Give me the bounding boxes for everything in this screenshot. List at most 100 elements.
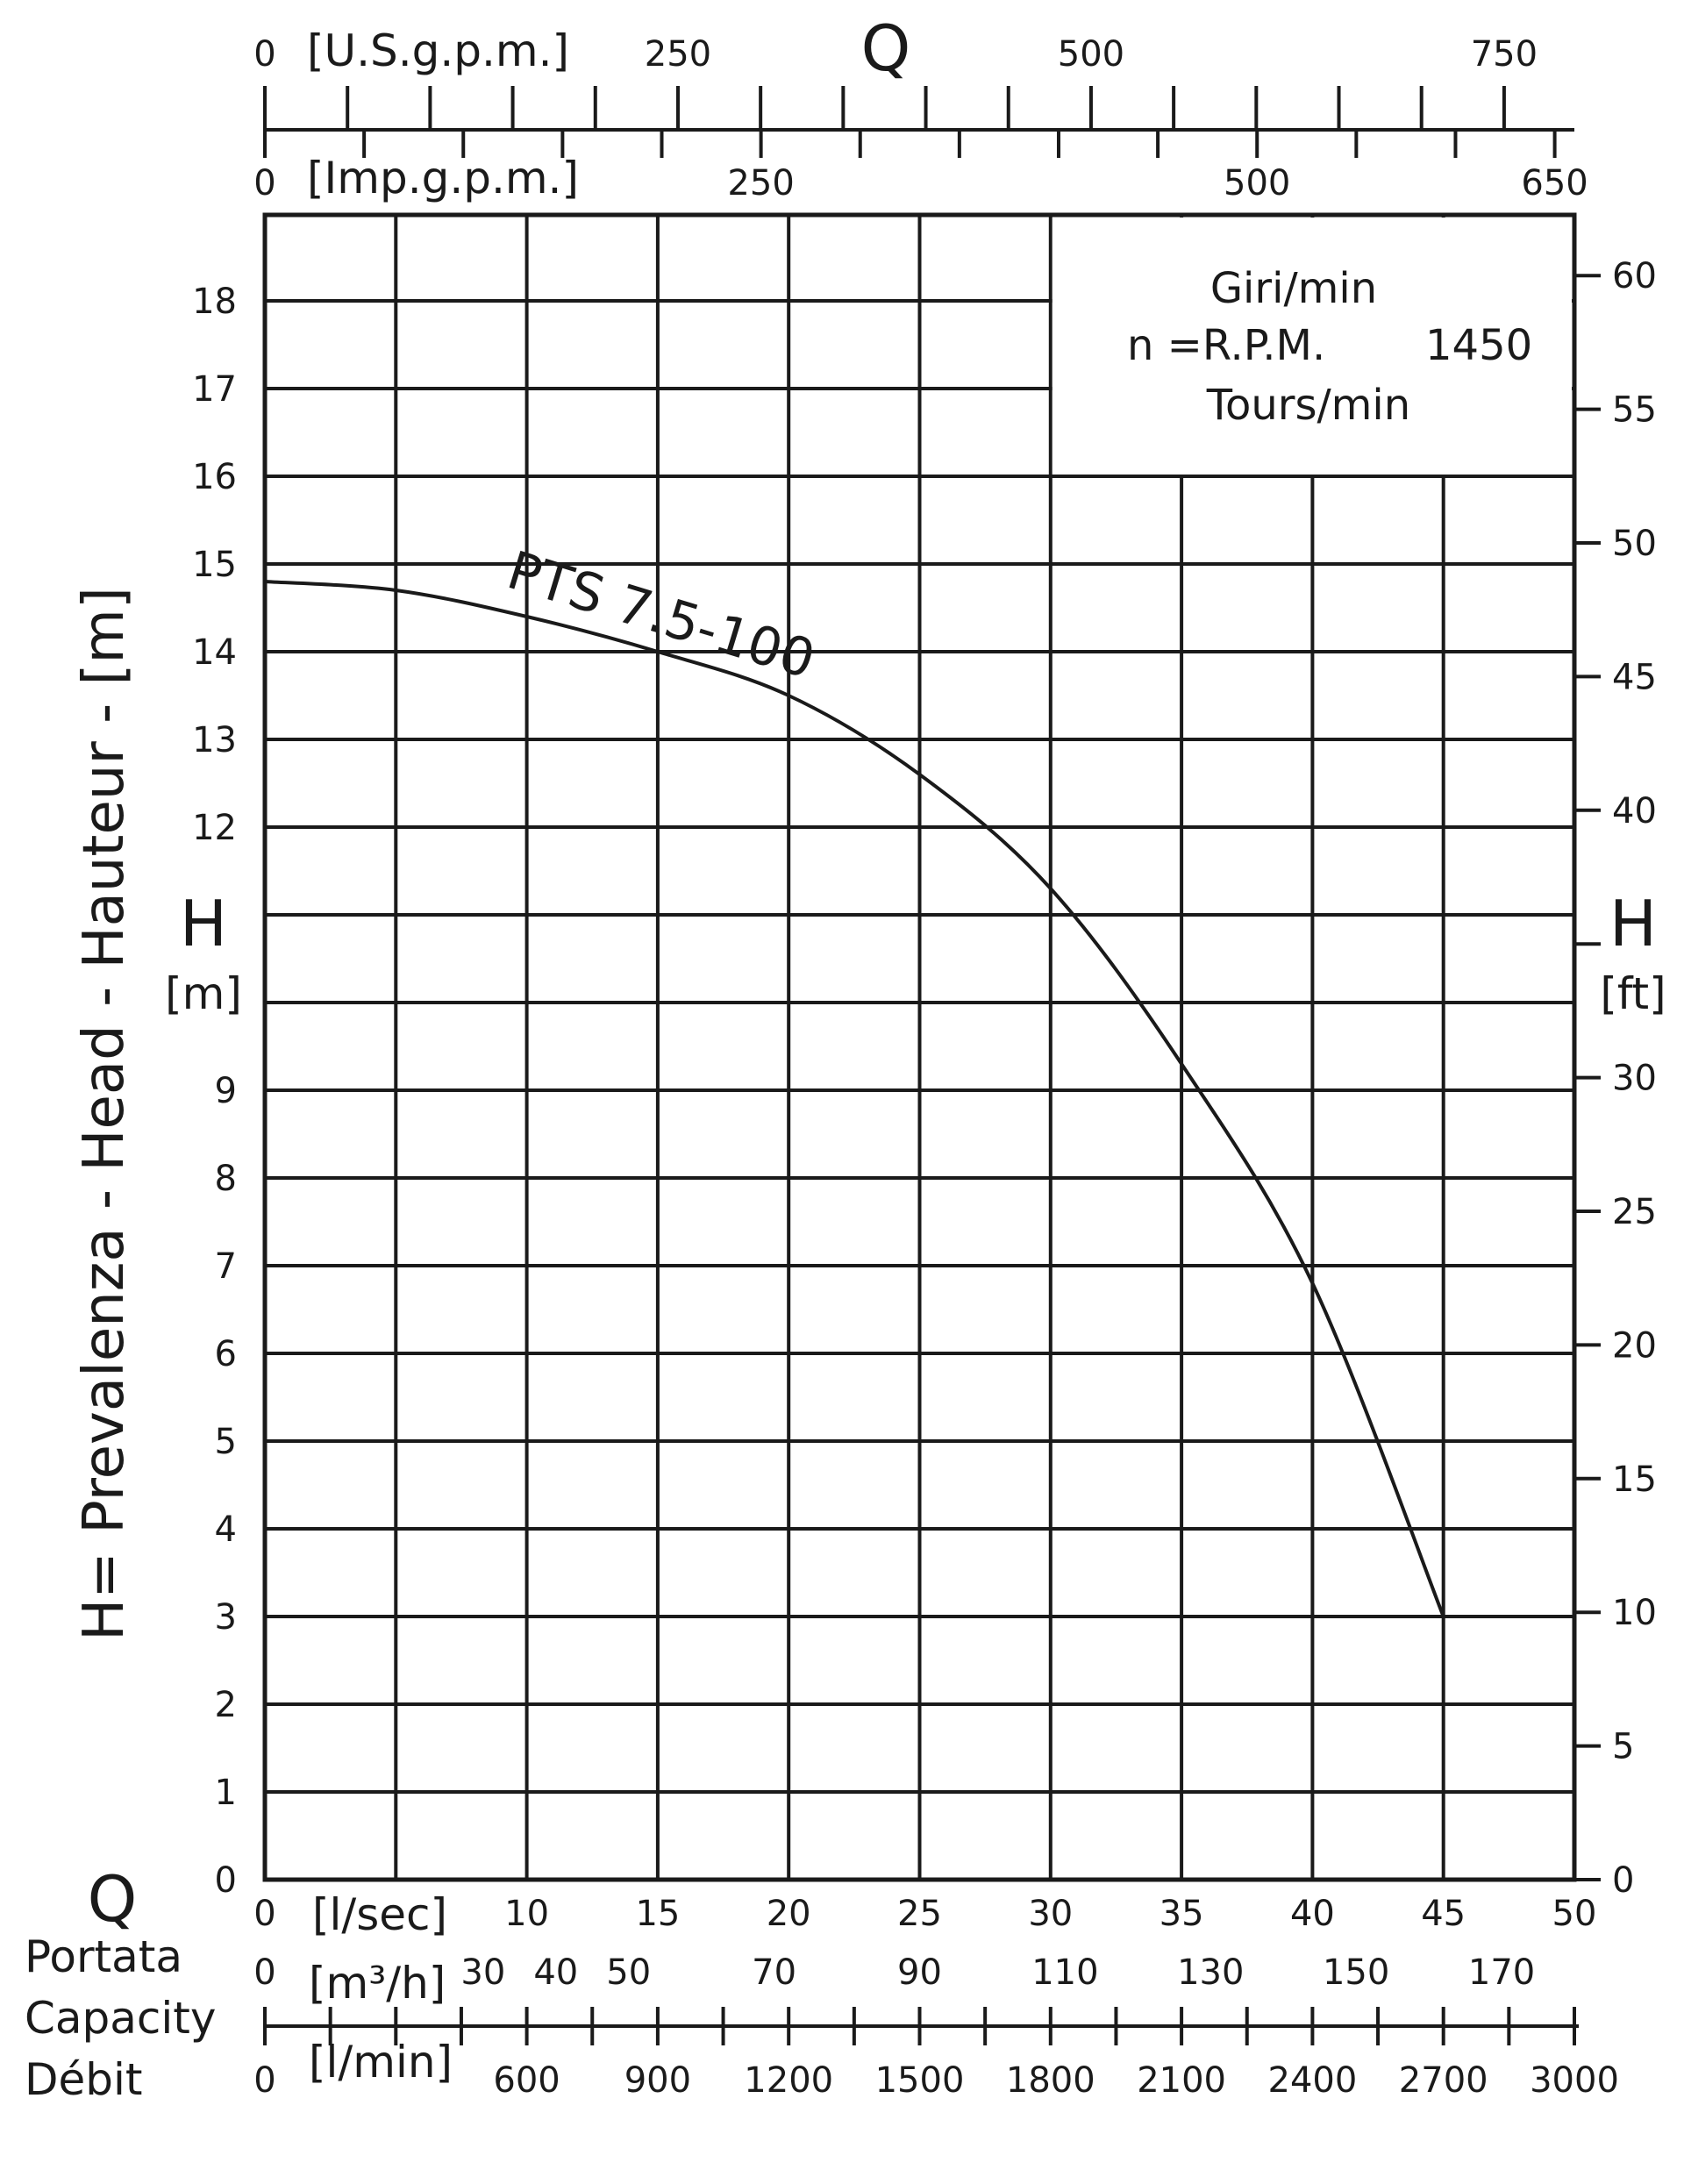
speed-line-2-value: 1450: [1425, 321, 1532, 370]
speed-line-3: Tours/min: [1206, 381, 1410, 430]
x-tick-label-lsec-25: 25: [897, 1894, 942, 1934]
x-tick-label-lsec-45: 45: [1421, 1894, 1466, 1934]
x-tick-label-lsec-30: 30: [1028, 1894, 1073, 1934]
x-tick-label-m3h-110: 110: [1031, 1952, 1098, 1993]
y-tick-labels-ft: 0 5 10 15 20 25 30 40 45 50 55 60: [1612, 256, 1657, 1901]
y-tick-label-ft-60: 60: [1612, 256, 1657, 296]
x-tick-label-m3h-170: 170: [1468, 1952, 1535, 1993]
y-tick-label-m-15: 15: [192, 545, 237, 585]
y-tick-label-m-4: 4: [215, 1510, 237, 1550]
y-tick-label-ft-20: 20: [1612, 1325, 1657, 1366]
y-tick-label-m-14: 14: [192, 632, 237, 673]
x-tick-label-lmin-3000: 3000: [1530, 2060, 1619, 2101]
x-tick-label-lsec-50: 50: [1552, 1894, 1597, 1934]
y-tick-label-ft-15: 15: [1612, 1460, 1657, 1500]
y-tick-label-m-13: 13: [192, 720, 237, 760]
x-tick-label-usgpm-500: 500: [1058, 34, 1124, 75]
x-tick-label-lmin-900: 900: [624, 2060, 691, 2101]
capacity-word-fr: Débit: [25, 2054, 143, 2105]
x-tick-label-m3h-50: 50: [606, 1952, 651, 1993]
y-tick-label-m-7: 7: [215, 1246, 237, 1287]
y-tick-label-m-17: 17: [192, 369, 237, 410]
x-tick-label-m3h-150: 150: [1323, 1952, 1389, 1993]
y-tick-label-ft-55: 55: [1612, 390, 1657, 431]
x-tick-label-lmin-1200: 1200: [744, 2060, 833, 2101]
x-tick-label-lsec-0: 0: [253, 1894, 275, 1934]
plot-frame: [262, 212, 1577, 1882]
capacity-word-en: Capacity: [25, 1993, 217, 2044]
x-tick-label-m3h-40: 40: [533, 1952, 578, 1993]
y-axis-title: H= Prevalenza - Head - Hauteur - [m]: [72, 587, 137, 1641]
speed-line-1: Giri/min: [1210, 264, 1377, 313]
y-tick-marks-ft: [1574, 274, 1601, 1881]
y-tick-label-m-6: 6: [215, 1334, 237, 1374]
x-tick-label-lsec-40: 40: [1290, 1894, 1335, 1934]
x-tick-label-m3h-0: 0: [253, 1952, 275, 1993]
usgpm-tick-labels: 0 250 500 750: [253, 34, 1538, 75]
y-tick-label-ft-0: 0: [1612, 1860, 1634, 1901]
y-tick-label-ft-50: 50: [1612, 524, 1657, 564]
y-tick-label-m-3: 3: [215, 1597, 237, 1638]
impgpm-unit: [Imp.g.p.m.]: [307, 153, 579, 203]
lmin-tick-marks: [263, 2007, 1576, 2045]
y-tick-label-m-9: 9: [215, 1071, 237, 1111]
x-tick-label-usgpm-750: 750: [1471, 34, 1538, 75]
q-symbol-top: Q: [861, 11, 911, 85]
usgpm-unit: [U.S.g.p.m.]: [307, 25, 569, 76]
y-tick-label-m-5: 5: [215, 1422, 237, 1462]
y-tick-label-m-12: 12: [192, 808, 237, 848]
impgpm-tick-marks: [263, 130, 1557, 158]
x-tick-label-impgpm-650: 650: [1521, 163, 1588, 203]
x-tick-label-m3h-70: 70: [752, 1952, 796, 1993]
x-tick-label-lsec-35: 35: [1160, 1894, 1204, 1934]
x-tick-label-lmin-2700: 2700: [1399, 2060, 1488, 2101]
y-symbol-left: H: [180, 887, 227, 960]
x-tick-label-lsec-10: 10: [504, 1894, 549, 1934]
y-tick-label-ft-5: 5: [1612, 1727, 1634, 1767]
x-tick-label-lmin-1500: 1500: [875, 2060, 965, 2101]
y-tick-label-m-0: 0: [215, 1860, 237, 1901]
lmin-tick-labels: 0 600 900 1200 1500 1800 2100 2400 2700 3000: [253, 2060, 1619, 2101]
y-tick-label-ft-25: 25: [1612, 1192, 1657, 1232]
y-unit-left: [m]: [165, 968, 242, 1019]
x-tick-label-impgpm-500: 500: [1224, 163, 1290, 203]
usgpm-tick-marks: [263, 86, 1506, 130]
speed-info-box: [1052, 218, 1572, 475]
y-tick-label-ft-40: 40: [1612, 791, 1657, 831]
x-tick-label-lmin-1800: 1800: [1006, 2060, 1095, 2101]
impgpm-tick-labels: 0 250 500 650: [253, 163, 1588, 203]
x-tick-label-m3h-30: 30: [460, 1952, 505, 1993]
lmin-unit: [l/min]: [309, 2037, 453, 2088]
x-tick-label-usgpm-0: 0: [253, 34, 275, 75]
y-tick-label-ft-10: 10: [1612, 1593, 1657, 1633]
x-tick-label-lsec-15: 15: [635, 1894, 680, 1934]
y-tick-label-m-2: 2: [215, 1685, 237, 1725]
y-symbol-right: H: [1609, 887, 1657, 960]
speed-line-2-prefix: n =R.P.M.: [1127, 321, 1325, 370]
m3h-unit: [m³/h]: [309, 1958, 446, 2009]
x-tick-label-m3h-130: 130: [1177, 1952, 1244, 1993]
y-tick-label-ft-30: 30: [1612, 1059, 1657, 1099]
series-line-pts-7-5-100: [264, 580, 1445, 1617]
x-tick-label-lsec-20: 20: [767, 1894, 811, 1934]
y-tick-label-ft-45: 45: [1612, 657, 1657, 697]
q-symbol-bottom: Q: [88, 1862, 138, 1936]
capacity-word-it: Portata: [25, 1931, 182, 1982]
m3h-tick-labels: 0 30 40 50 70 90 110 130 150 170: [253, 1952, 1535, 1993]
lsec-unit: [l/sec]: [312, 1889, 447, 1940]
x-tick-label-lmin-2100: 2100: [1137, 2060, 1226, 2101]
y-tick-label-m-18: 18: [192, 282, 237, 322]
x-tick-label-usgpm-250: 250: [645, 34, 711, 75]
y-unit-right: [ft]: [1600, 968, 1666, 1019]
y-tick-label-m-8: 8: [215, 1159, 237, 1199]
x-tick-label-impgpm-0: 0: [253, 163, 275, 203]
y-tick-label-m-1: 1: [215, 1773, 237, 1813]
x-tick-label-lmin-2400: 2400: [1268, 2060, 1358, 2101]
x-tick-label-m3h-90: 90: [897, 1952, 942, 1993]
x-tick-label-impgpm-250: 250: [727, 163, 794, 203]
x-tick-label-lmin-600: 600: [493, 2060, 560, 2101]
lsec-tick-labels: 0 10 15 20 25 30 35 40 45 50: [253, 1894, 1596, 1934]
y-tick-label-m-16: 16: [192, 457, 237, 497]
